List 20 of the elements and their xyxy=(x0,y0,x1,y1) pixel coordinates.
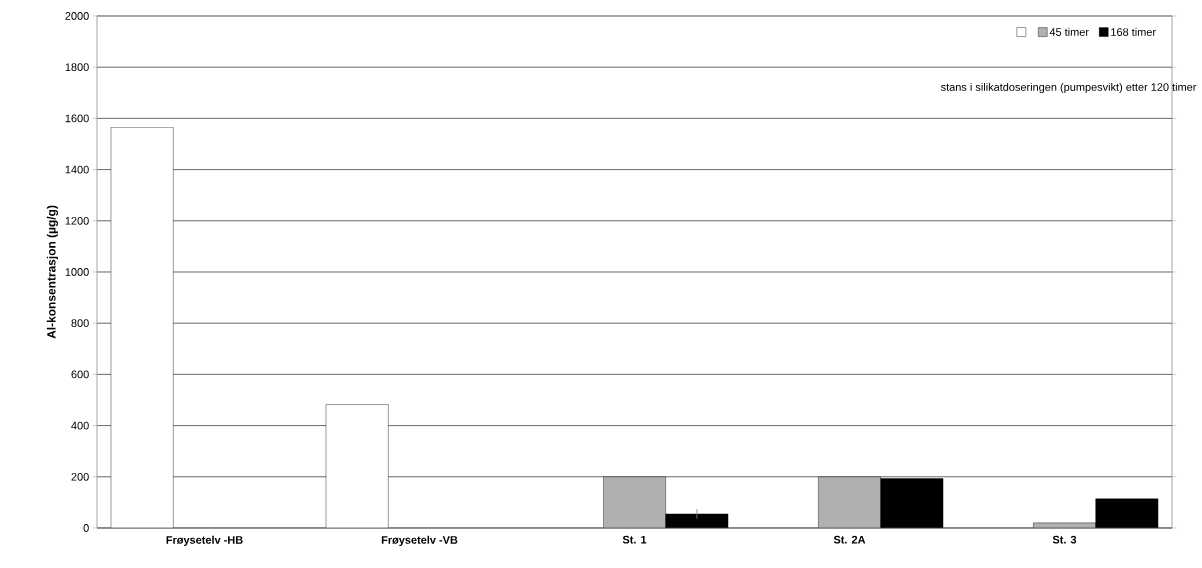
y-tick-label: 1400 xyxy=(65,165,89,174)
y-tick-label: 1000 xyxy=(65,268,89,276)
y-tick-label: 400 xyxy=(71,421,89,430)
y-tick-label: 600 xyxy=(71,370,89,379)
x-tick-label: Frøysetelv -HB xyxy=(166,535,243,546)
y-tick-label: 1200 xyxy=(65,216,89,225)
y-tick-label: 1800 xyxy=(65,63,89,72)
x-tick-label: Frøysetelv -VB xyxy=(381,535,458,546)
y-axis-title: Al-konsentrasjon (µg/g) xyxy=(46,205,59,339)
y-tick-label: 1600 xyxy=(65,114,89,123)
x-tick-label: St. 3 xyxy=(1052,535,1077,544)
legend-label: 168 timer xyxy=(1111,27,1156,36)
x-tick-label: St. 2A xyxy=(833,535,866,544)
y-tick-label: 0 xyxy=(83,524,89,532)
annotation: stans i silikatdoseringen (pumpesvikt) etter 120 timer xyxy=(940,82,1197,94)
y-tick-label: 200 xyxy=(71,472,89,481)
y-tick-label: 800 xyxy=(71,319,89,328)
y-tick-label: 2000 xyxy=(65,12,89,20)
x-tick-label: St. 1 xyxy=(622,535,647,544)
legend-label: 45 timer xyxy=(1049,27,1089,36)
